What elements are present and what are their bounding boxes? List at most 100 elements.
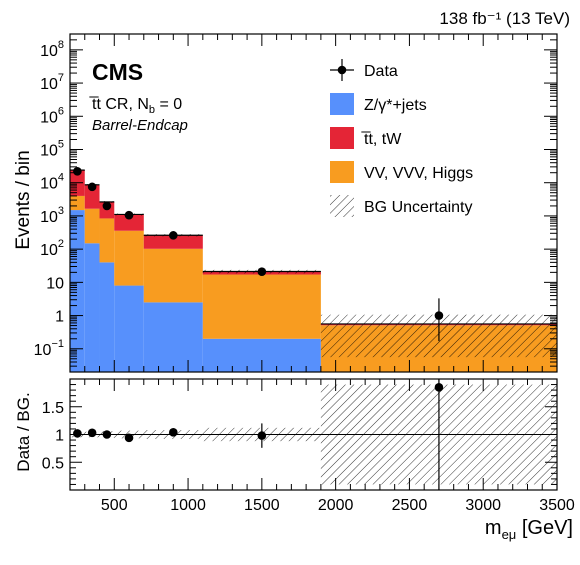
y-tick-label-exp: 2 (58, 238, 64, 250)
x-tick-label: 500 (101, 497, 128, 514)
ratio-y-tick-label: 1 (55, 428, 64, 445)
region-label: t̅t CR, Nb = 0 (89, 96, 182, 116)
data-point (257, 267, 267, 276)
legend-swatch (330, 195, 354, 217)
ratio-points (73, 379, 444, 490)
data-point (434, 311, 444, 320)
y-tick-label-base: 10 (40, 142, 58, 159)
y-tick-label: 107 (40, 72, 64, 93)
y-tick-label-exp: 5 (58, 138, 64, 150)
y-tick-label: 102 (40, 238, 64, 259)
y-tick-label-exp: 6 (58, 105, 64, 117)
ratio-point (87, 428, 97, 438)
stack-bar (84, 208, 100, 244)
top-frame (69, 33, 558, 373)
stack-bar (114, 230, 144, 286)
y-tick-label-exp: 3 (58, 205, 64, 217)
y-tick-label-base: 10 (40, 176, 58, 193)
stack-bar (84, 184, 100, 209)
y-tick-label: 105 (40, 138, 64, 159)
y-tick-label-base: 10 (34, 342, 52, 359)
x-tick-label: 2000 (318, 497, 354, 514)
y-tick-label-exp: 4 (58, 172, 64, 184)
y-tick-label: 108 (40, 39, 64, 60)
x-tick-label: 3500 (539, 497, 575, 514)
x-tick-label: 3000 (465, 497, 501, 514)
y-tick-label-base: 10 (40, 76, 58, 93)
legend-swatch (330, 161, 354, 183)
stack-bar (114, 214, 144, 231)
x-axis-title-main: m (485, 517, 502, 539)
ratio-point (102, 430, 112, 439)
legend-swatch (330, 127, 354, 149)
stack-bar (202, 274, 321, 339)
stack-bar (143, 248, 203, 303)
y-tick-label: 10−1 (34, 338, 64, 359)
data-point (169, 231, 178, 240)
region-label-sub: b (149, 104, 155, 116)
ratio-axis-title: Data / BG. (14, 392, 33, 471)
axis-tick-labels: 500 1000 1500 2000 2500 3000 350010−1110102103… (34, 39, 575, 514)
lumi-label: 138 fb⁻¹ (13 TeV) (439, 9, 570, 28)
experiment-label: CMS (92, 59, 143, 85)
stack-bar (99, 218, 115, 263)
x-tick-label: 1000 (170, 497, 206, 514)
legend-marker (337, 65, 347, 75)
ratio-point (73, 429, 82, 438)
region-label-main: t̅t CR, N (89, 96, 149, 113)
legend-entry-data: Data (330, 59, 398, 81)
legend-label: Z/γ*+jets (364, 97, 427, 114)
x-axis-title: meμ [GeV] (485, 517, 573, 542)
stack-bar (84, 243, 100, 372)
y-tick-label: 1 (55, 309, 64, 326)
legend-label: Data (364, 63, 398, 80)
legend: Data Z/γ*+jets t̅t, tW VV, VVV, Higgs BG Unc… (330, 59, 473, 217)
category-label: Barrel-Endcap (92, 117, 188, 134)
y-tick-label: 10 (46, 275, 64, 292)
y-tick-label-base: 10 (40, 109, 58, 126)
y-tick-label: 104 (40, 172, 64, 193)
y-tick-label-exp: 7 (58, 72, 64, 84)
ratio-point (169, 427, 178, 437)
y-tick-label-base: 10 (40, 43, 58, 60)
data-point (124, 210, 134, 220)
stack-bar (99, 262, 115, 372)
data-point (87, 182, 97, 192)
legend-entry-dy: Z/γ*+jets (330, 93, 427, 115)
legend-label: BG Uncertainty (364, 199, 472, 216)
ratio-y-tick-label: 1.5 (42, 400, 64, 417)
x-axis-title-unit: [GeV] (516, 517, 573, 539)
ratio-y-tick-label: 0.5 (42, 455, 64, 472)
data-point (102, 201, 112, 211)
ratio-point (124, 433, 134, 443)
data-point (73, 167, 82, 176)
legend-entry-tt: t̅t, tW (330, 127, 402, 149)
stack-bar (114, 285, 144, 372)
y-tick-label: 103 (40, 205, 64, 226)
y-tick-label-exp: −1 (51, 338, 64, 350)
stack-bar (70, 195, 85, 211)
x-tick-label: 1500 (244, 497, 280, 514)
stack-bar (143, 302, 203, 372)
x-axis-title-sub: eμ (502, 527, 517, 542)
data-points (73, 167, 444, 342)
y-tick-label: 106 (40, 105, 64, 126)
y-tick-label-exp: 8 (58, 39, 64, 51)
ratio-point (434, 383, 444, 392)
legend-label: t̅t, tW (361, 131, 402, 148)
stack-bar (70, 210, 85, 372)
legend-swatch (330, 93, 354, 115)
legend-entry-unc: BG Uncertainty (330, 195, 472, 217)
y-axis-title: Events / bin (13, 150, 34, 249)
y-tick-label-base: 10 (40, 209, 58, 226)
legend-entry-vv: VV, VVV, Higgs (330, 161, 473, 183)
region-label-suffix: = 0 (155, 96, 182, 113)
ratio-point (257, 431, 267, 440)
y-tick-label-base: 10 (40, 242, 58, 259)
axis-ticks (69, 33, 558, 490)
x-tick-label: 2500 (392, 497, 428, 514)
stack-bar (143, 235, 203, 249)
legend-label: VV, VVV, Higgs (364, 165, 473, 182)
